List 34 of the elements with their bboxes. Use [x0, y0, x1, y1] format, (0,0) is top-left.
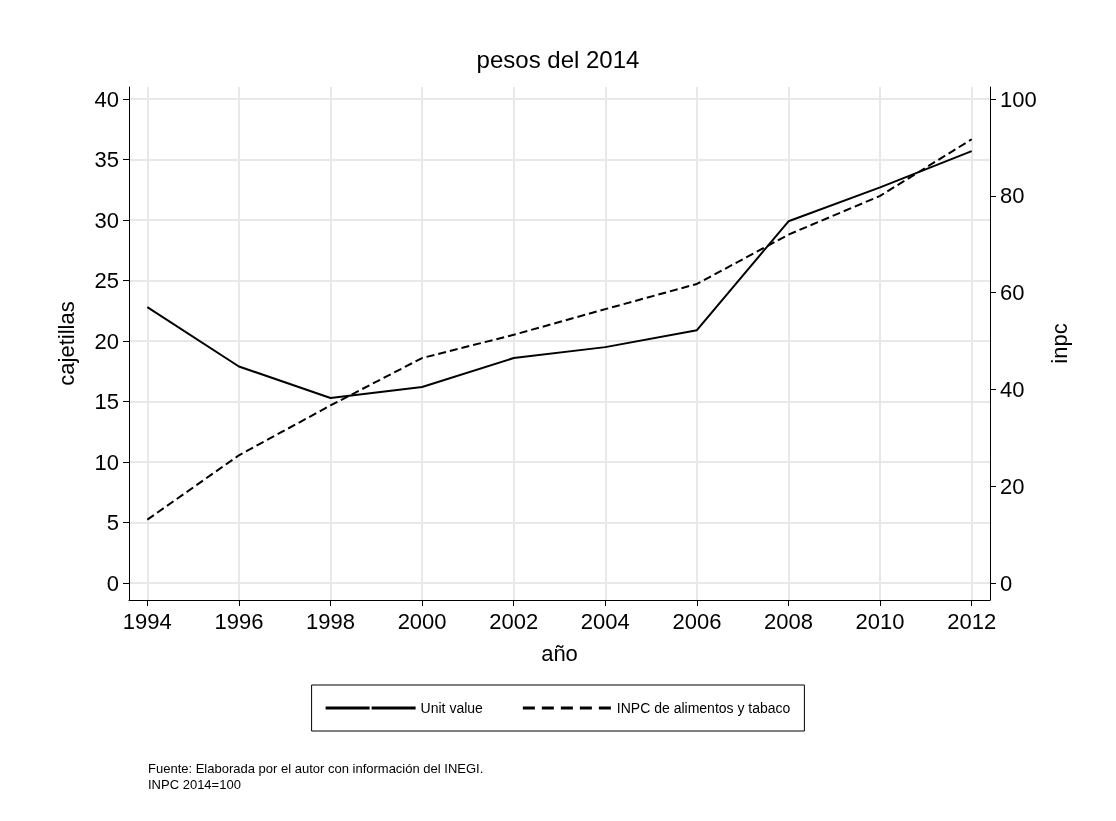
- x-tick-label: 2008: [764, 608, 813, 634]
- legend-label: INPC de alimentos y tabaco: [616, 700, 791, 716]
- y-axis-title: cajetillas: [53, 301, 79, 386]
- y2-axis-title: inpc: [1046, 323, 1072, 364]
- y-tick-label: 0: [106, 570, 119, 596]
- text: INPC 2014=100: [148, 777, 241, 792]
- y2-tick-label: 20: [1000, 473, 1025, 499]
- x-tick-label: 1998: [306, 608, 355, 634]
- y2-tick-label: 40: [1000, 376, 1025, 402]
- y-tick-label: 20: [94, 328, 119, 354]
- y-tick-label: 35: [94, 147, 119, 173]
- line-series: [146, 138, 973, 521]
- x-tick-label: 2004: [580, 608, 630, 634]
- y-tick-label: 10: [94, 449, 119, 475]
- y-tick-label: 40: [94, 86, 119, 112]
- y2-tick-label: 0: [1000, 570, 1013, 596]
- chart-title: pesos del 2014: [476, 45, 640, 73]
- x-axis-title: año: [541, 640, 578, 666]
- x-tick-label: 2000: [397, 608, 447, 634]
- y-tick-label: 25: [94, 268, 119, 294]
- x-tick-label: 2002: [489, 608, 539, 634]
- y-tick-label: 30: [94, 207, 119, 233]
- source-note: Fuente: Elaborada por el autor con información del INEGI.: [148, 761, 484, 776]
- legend-label: Unit value: [420, 700, 484, 716]
- x-tick-label: 2006: [672, 608, 722, 634]
- x-tick-label: 1994: [122, 608, 172, 634]
- x-tick-label: 2010: [855, 608, 905, 634]
- y-tick-label: 5: [106, 510, 119, 536]
- y2-tick-label: 60: [1000, 280, 1025, 306]
- x-tick-label: 2012: [947, 608, 997, 634]
- y2-tick-label: 80: [1000, 183, 1025, 209]
- y2-tick-label: 100: [1000, 86, 1037, 112]
- x-tick-label: 1996: [214, 608, 264, 634]
- y-tick-label: 15: [94, 389, 119, 415]
